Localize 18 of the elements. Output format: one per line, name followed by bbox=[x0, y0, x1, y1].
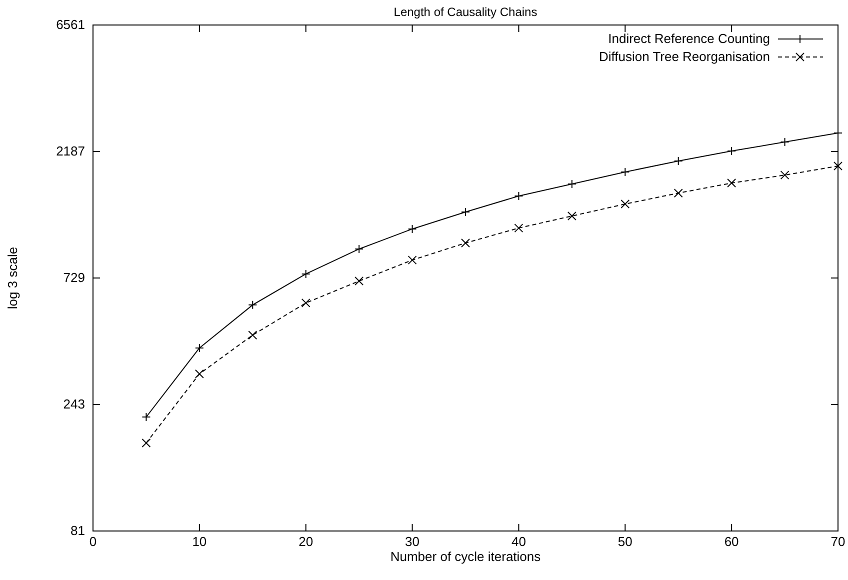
x-axis-title: Number of cycle iterations bbox=[390, 549, 542, 564]
x-tick-label: 70 bbox=[830, 534, 846, 549]
chart-title: Length of Causality Chains bbox=[394, 5, 538, 19]
y-tick-label: 729 bbox=[63, 270, 85, 285]
y-tick-label: 6561 bbox=[56, 17, 85, 32]
x-tick-label: 0 bbox=[89, 534, 97, 549]
x-tick-label: 20 bbox=[298, 534, 314, 549]
legend-label: Diffusion Tree Reorganisation bbox=[598, 49, 770, 64]
x-tick-label: 50 bbox=[618, 534, 632, 549]
y-tick-label: 2187 bbox=[56, 144, 85, 158]
x-tick-label: 30 bbox=[405, 534, 420, 549]
x-tick-label: 40 bbox=[511, 534, 526, 549]
y-tick-label: 81 bbox=[70, 523, 85, 538]
x-tick-label: 10 bbox=[192, 534, 207, 549]
y-axis-title: log 3 scale bbox=[5, 246, 20, 310]
x-tick-label: 60 bbox=[724, 534, 739, 549]
y-tick-label: 243 bbox=[63, 396, 85, 412]
legend-label: Indirect Reference Counting bbox=[608, 31, 770, 46]
